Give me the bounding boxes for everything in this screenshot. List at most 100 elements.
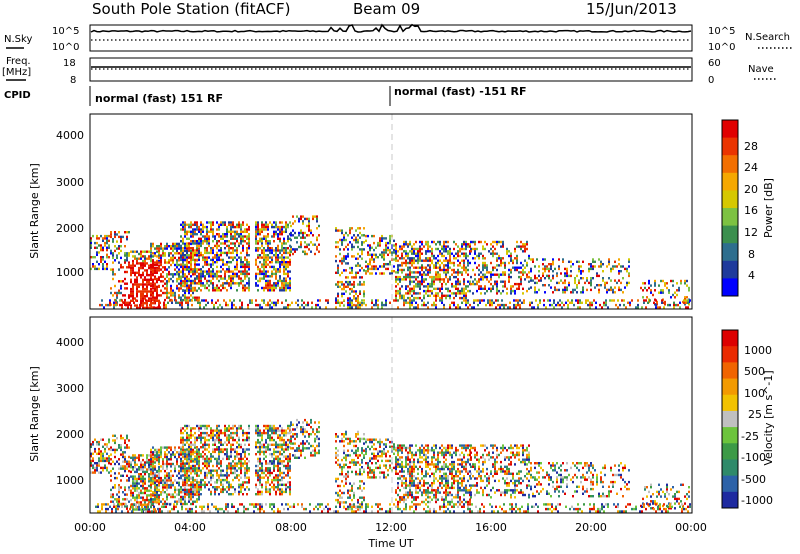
heatmap-cell (130, 498, 132, 502)
heatmap-cell (249, 301, 251, 304)
heatmap-cell (611, 299, 613, 302)
heatmap-cell (232, 431, 234, 435)
heatmap-cell (423, 271, 425, 274)
heatmap-cell (337, 229, 339, 232)
heatmap-cell (178, 259, 180, 262)
heatmap-cell (415, 266, 417, 269)
heatmap-cell (244, 258, 246, 262)
heatmap-cell (178, 263, 180, 267)
heatmap-cell (146, 271, 148, 274)
heatmap-cell (142, 306, 144, 310)
heatmap-cell (140, 252, 142, 256)
heatmap-cell (685, 306, 687, 309)
heatmap-cell (222, 448, 224, 451)
heatmap-cell (405, 261, 407, 265)
heatmap-cell (166, 247, 168, 250)
heatmap-cell (283, 277, 285, 280)
heatmap-cell (198, 469, 200, 472)
heatmap-cell (670, 279, 672, 283)
heatmap-cell (337, 269, 339, 272)
heatmap-cell (273, 221, 275, 224)
heatmap-cell (182, 280, 184, 283)
heatmap-cell (271, 223, 273, 226)
heatmap-cell (263, 272, 265, 276)
colorbar-swatch (722, 208, 738, 227)
heatmap-cell (605, 303, 607, 307)
heatmap-cell (413, 287, 415, 290)
heatmap-cell (198, 424, 200, 428)
heatmap-cell (206, 235, 208, 238)
heatmap-cell (130, 271, 132, 274)
heatmap-cell (148, 510, 150, 513)
heatmap-cell (433, 257, 435, 260)
heatmap-cell (484, 285, 486, 288)
heatmap-cell (232, 225, 234, 229)
heatmap-cell (285, 299, 287, 302)
heatmap-cell (642, 289, 644, 292)
heatmap-cell (129, 301, 131, 304)
heatmap-cell (496, 252, 498, 255)
heatmap-cell (447, 266, 449, 269)
heatmap-cell (606, 265, 608, 268)
heatmap-cell (518, 275, 520, 279)
heatmap-cell (180, 498, 182, 501)
heatmap-cell (202, 446, 204, 449)
heatmap-cell (263, 251, 265, 255)
heatmap-cell (166, 484, 168, 487)
heatmap-cell (212, 469, 214, 472)
heatmap-cell (220, 265, 222, 269)
heatmap-cell (265, 228, 267, 231)
heatmap-cell (90, 471, 92, 474)
heatmap-cell (337, 292, 339, 295)
heatmap-cell (144, 505, 146, 509)
heatmap-cell (255, 237, 257, 240)
heatmap-cell (184, 483, 186, 486)
heatmap-cell (510, 254, 512, 258)
heatmap-cell (134, 480, 136, 483)
heatmap-cell (246, 436, 248, 439)
heatmap-cell (407, 289, 409, 293)
heatmap-cell (510, 285, 512, 288)
heatmap-cell (176, 273, 178, 276)
heatmap-cell (522, 273, 524, 276)
heatmap-cell (178, 256, 180, 260)
heatmap-cell (672, 293, 674, 297)
heatmap-cell (627, 301, 629, 304)
heatmap-cell (222, 450, 224, 454)
heatmap-cell (248, 247, 250, 250)
heatmap-cell (176, 287, 178, 290)
heatmap-cell (178, 247, 180, 250)
heatmap-cell (413, 259, 415, 262)
heatmap-cell (405, 273, 407, 276)
heatmap-cell (285, 247, 287, 250)
heatmap-cell (255, 427, 257, 430)
heatmap-cell (192, 502, 194, 506)
heatmap-cell (554, 288, 556, 292)
heatmap-cell (281, 286, 283, 290)
heatmap-cell (409, 257, 411, 260)
heatmap-cell (512, 289, 514, 293)
heatmap-cell (184, 221, 186, 224)
heatmap-cell (226, 478, 228, 482)
heatmap-cell (248, 436, 250, 439)
heatmap-cell (224, 275, 226, 278)
date-title: 15/Jun/2013 (586, 0, 677, 18)
heatmap-cell (184, 488, 186, 492)
heatmap-cell (226, 448, 228, 451)
heatmap-cell (160, 261, 162, 264)
heatmap-cell (220, 275, 222, 278)
heatmap-cell (361, 252, 363, 256)
heatmap-cell (213, 303, 215, 307)
heatmap-cell (180, 427, 182, 430)
heatmap-cell (168, 291, 170, 295)
heatmap-cell (182, 484, 184, 487)
heatmap-cell (437, 247, 439, 251)
heatmap-cell (126, 479, 128, 482)
heatmap-cell (498, 289, 500, 293)
heatmap-cell (226, 251, 228, 255)
heatmap-cell (257, 450, 259, 454)
heatmap-cell (403, 245, 405, 248)
heatmap-cell (134, 297, 136, 300)
heatmap-cell (473, 299, 475, 302)
heatmap-cell (455, 287, 457, 290)
